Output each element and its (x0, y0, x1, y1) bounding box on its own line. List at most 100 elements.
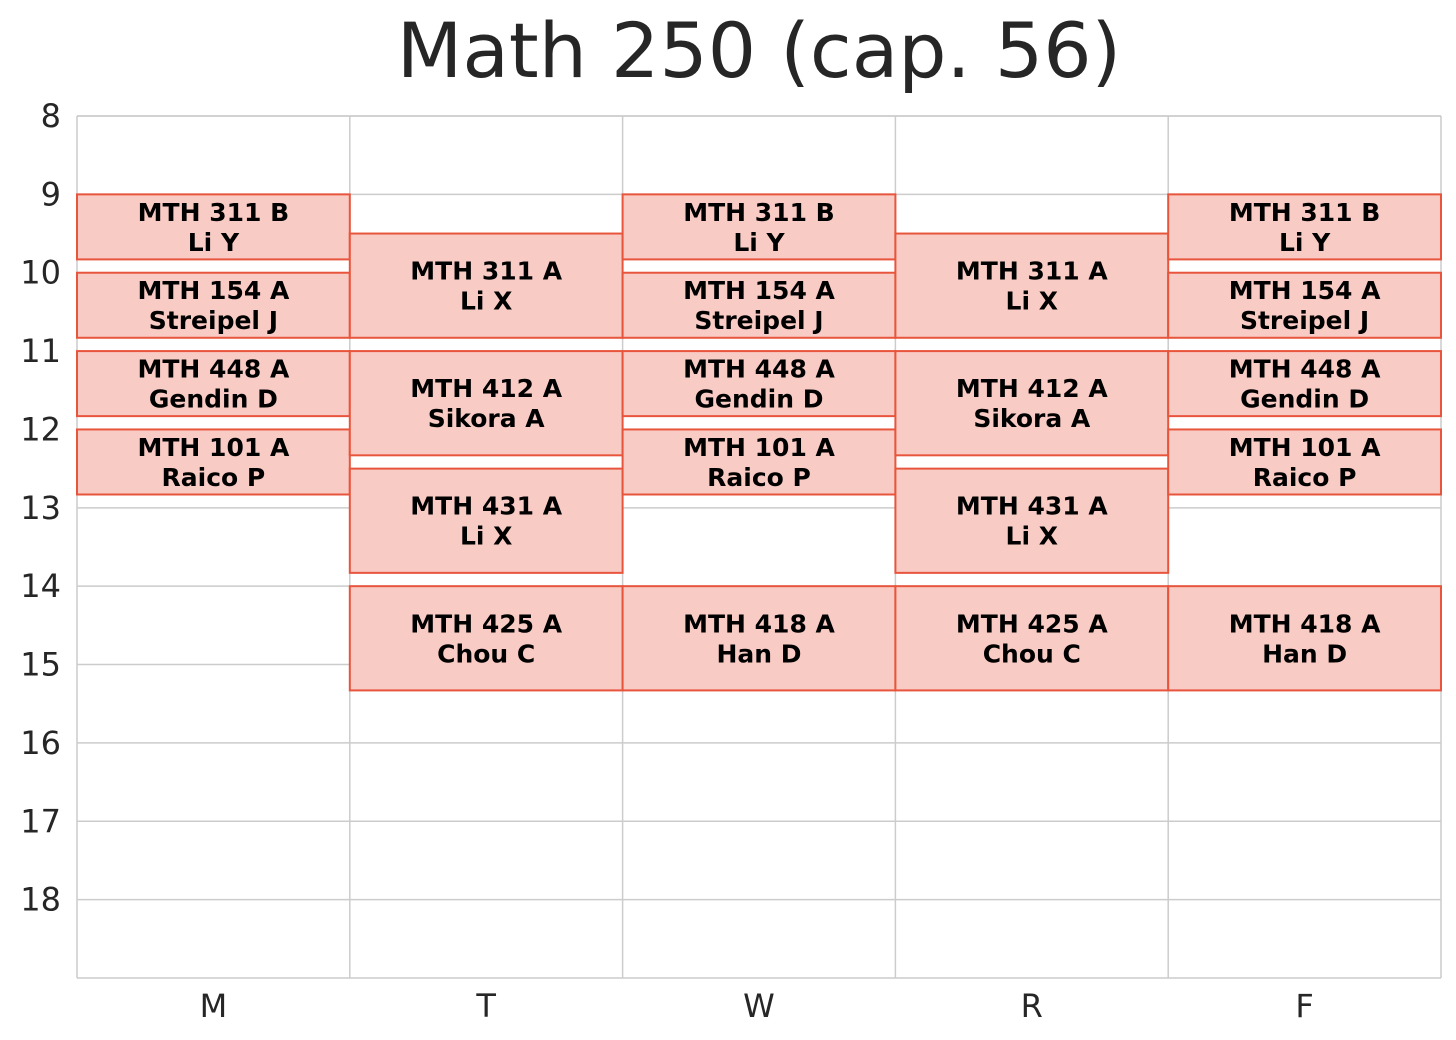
course-block-rect (348, 232, 624, 339)
instructor-label: Li X (1006, 287, 1058, 316)
y-tick-label: 16 (20, 724, 61, 762)
course-block-rect (348, 585, 624, 692)
instructor-label: Li X (460, 522, 512, 551)
x-tick-label: F (1295, 987, 1313, 1025)
instructor-label: Streipel J (1240, 306, 1369, 335)
course-block[interactable]: MTH 311 ALi X (348, 232, 624, 339)
instructor-label: Raico P (1253, 463, 1357, 492)
instructor-label: Gendin D (695, 385, 824, 414)
course-block[interactable]: MTH 431 ALi X (894, 467, 1170, 574)
course-block-rect (894, 350, 1170, 457)
y-tick-label: 17 (20, 802, 61, 840)
course-code-label: MTH 431 A (956, 492, 1108, 521)
course-block-rect (1167, 271, 1442, 339)
instructor-label: Han D (716, 639, 801, 668)
course-block[interactable]: MTH 311 ALi X (894, 232, 1170, 339)
course-block-rect (76, 428, 351, 496)
course-code-label: MTH 101 A (138, 433, 290, 462)
y-tick-label: 12 (20, 410, 61, 448)
instructor-label: Li Y (733, 228, 785, 257)
course-code-label: MTH 101 A (1229, 433, 1381, 462)
course-code-label: MTH 311 B (138, 198, 290, 227)
axis-layer: 8 9 10 11 12 13 14 15 16 17 18 M T W R F (20, 97, 1314, 1025)
course-code-label: MTH 448 A (683, 355, 835, 384)
course-code-label: MTH 412 A (410, 374, 562, 403)
course-code-label: MTH 154 A (138, 276, 290, 305)
course-block-rect (76, 193, 351, 261)
instructor-label: Han D (1262, 639, 1347, 668)
instructor-label: Raico P (162, 463, 266, 492)
course-block[interactable]: MTH 311 BLi Y (621, 193, 897, 261)
instructor-label: Raico P (707, 463, 811, 492)
course-block-rect (1167, 585, 1442, 692)
y-tick-label: 11 (20, 332, 61, 370)
course-block-rect (76, 271, 351, 339)
instructor-label: Li Y (1279, 228, 1331, 257)
course-code-label: MTH 425 A (410, 609, 562, 638)
course-block-rect (621, 585, 897, 692)
instructor-label: Li Y (188, 228, 240, 257)
course-block-rect (348, 350, 624, 457)
instructor-label: Li X (1006, 522, 1058, 551)
course-code-label: MTH 154 A (683, 276, 835, 305)
course-block-rect (1167, 350, 1442, 418)
course-code-label: MTH 425 A (956, 609, 1108, 638)
course-code-label: MTH 418 A (683, 609, 835, 638)
course-block[interactable]: MTH 311 BLi Y (1167, 193, 1442, 261)
y-tick-label: 13 (20, 489, 61, 527)
course-code-label: MTH 448 A (1229, 355, 1381, 384)
instructor-label: Gendin D (1240, 385, 1369, 414)
x-tick-label: T (475, 987, 496, 1025)
course-code-label: MTH 311 A (956, 257, 1108, 286)
course-code-label: MTH 101 A (683, 433, 835, 462)
instructor-label: Sikora A (428, 404, 546, 433)
y-tick-label: 8 (41, 97, 61, 135)
y-tick-label: 15 (20, 646, 61, 684)
instructor-label: Li X (460, 287, 512, 316)
instructor-label: Streipel J (694, 306, 823, 335)
y-tick-label: 10 (20, 254, 61, 292)
x-tick-label: W (743, 987, 775, 1025)
instructor-label: Streipel J (149, 306, 278, 335)
instructor-label: Sikora A (973, 404, 1091, 433)
course-code-label: MTH 412 A (956, 374, 1108, 403)
x-tick-label: M (200, 987, 228, 1025)
y-tick-label: 18 (20, 881, 61, 919)
course-code-label: MTH 311 B (683, 198, 835, 227)
chart-title: Math 250 (cap. 56) (396, 6, 1122, 95)
course-block-rect (348, 467, 624, 574)
y-tick-label: 9 (41, 175, 61, 213)
course-block-rect (894, 232, 1170, 339)
course-block-rect (894, 467, 1170, 574)
course-block[interactable]: MTH 431 ALi X (348, 467, 624, 574)
course-code-label: MTH 418 A (1229, 609, 1381, 638)
course-code-label: MTH 311 A (410, 257, 562, 286)
y-tick-label: 14 (20, 567, 61, 605)
course-code-label: MTH 431 A (410, 492, 562, 521)
course-block-rect (1167, 193, 1442, 261)
course-block[interactable]: MTH 311 BLi Y (76, 193, 351, 261)
instructor-label: Chou C (437, 639, 535, 668)
course-block-rect (621, 271, 897, 339)
course-code-label: MTH 448 A (138, 355, 290, 384)
course-block-rect (1167, 428, 1442, 496)
course-block-rect (621, 428, 897, 496)
x-tick-label: R (1021, 987, 1043, 1025)
